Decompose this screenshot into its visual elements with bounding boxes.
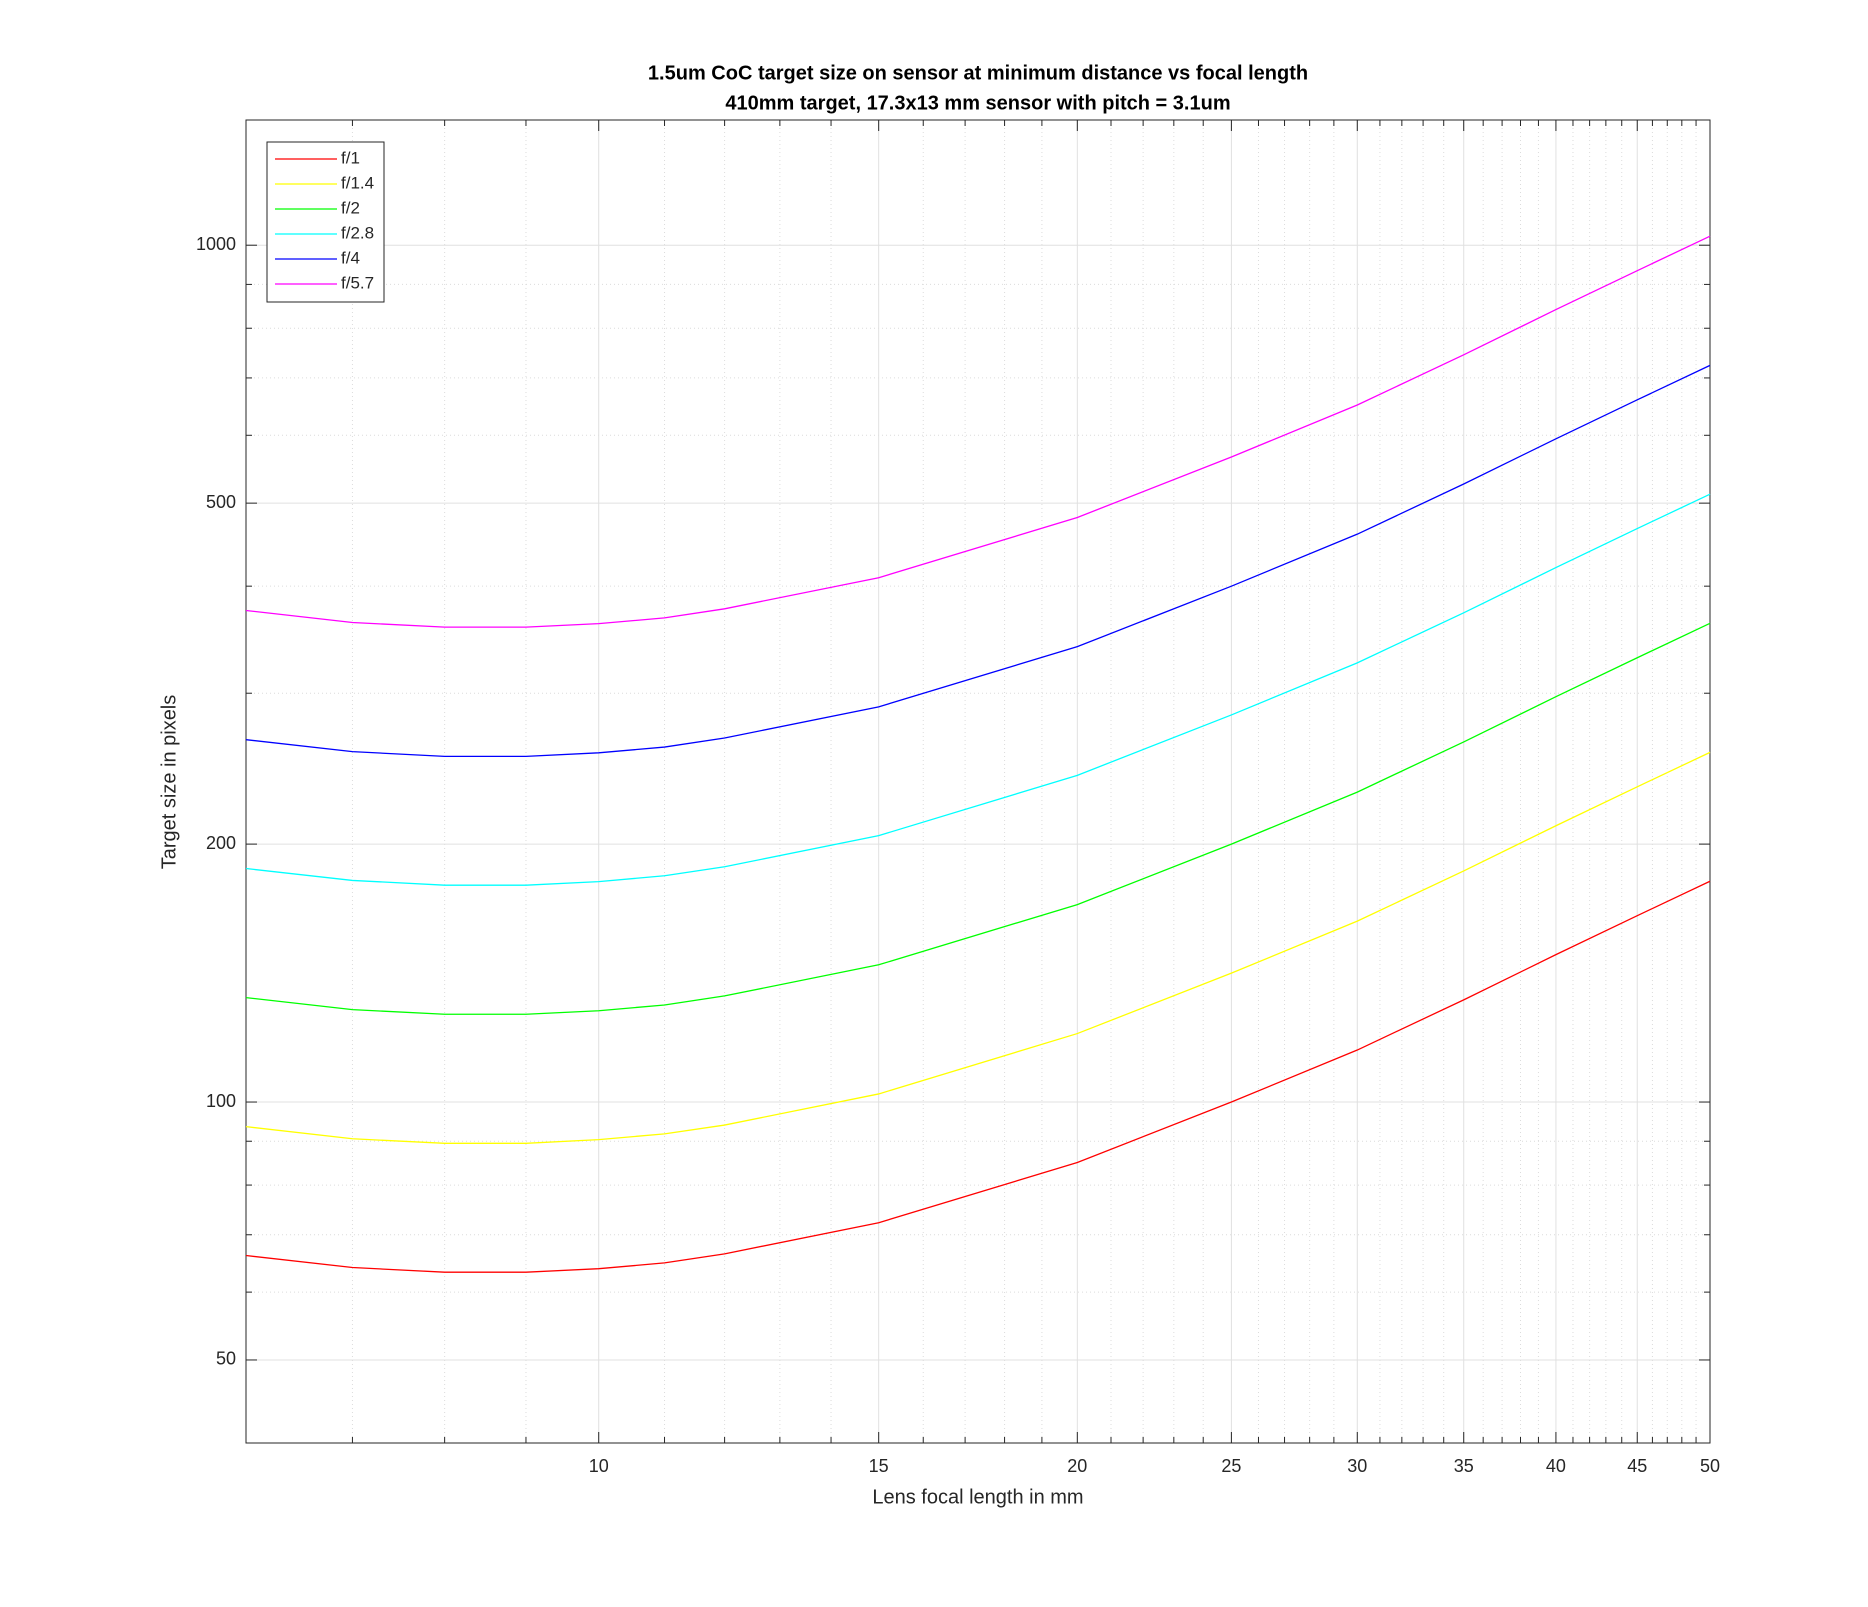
y-tick-label: 100 bbox=[206, 1091, 236, 1111]
chart-subtitle: 410mm target, 17.3x13 mm sensor with pit… bbox=[725, 92, 1230, 114]
y-tick-label: 1000 bbox=[196, 234, 236, 254]
x-tick-label: 30 bbox=[1347, 1456, 1367, 1476]
series-line bbox=[245, 364, 1711, 757]
x-tick-label: 20 bbox=[1067, 1456, 1087, 1476]
x-axis-label: Lens focal length in mm bbox=[872, 1486, 1083, 1508]
y-axis-label: Target size in pixels bbox=[158, 695, 180, 870]
x-tick-label: 35 bbox=[1454, 1456, 1474, 1476]
legend-label: f/4 bbox=[341, 248, 360, 267]
legend-label: f/2 bbox=[341, 198, 360, 217]
series-line bbox=[245, 493, 1711, 886]
chart-title: 1.5um CoC target size on sensor at minim… bbox=[648, 62, 1308, 84]
legend-label: f/2.8 bbox=[341, 223, 374, 242]
plot-area bbox=[246, 120, 1710, 1443]
series-line bbox=[245, 622, 1711, 1015]
x-tick-label: 15 bbox=[869, 1456, 889, 1476]
x-tick-label: 40 bbox=[1546, 1456, 1566, 1476]
legend-label: f/5.7 bbox=[341, 273, 374, 292]
series-line bbox=[245, 235, 1711, 628]
legend-box bbox=[266, 141, 385, 303]
legend-label: f/1.4 bbox=[341, 173, 374, 192]
y-tick-label: 200 bbox=[206, 833, 236, 853]
y-tick-label: 50 bbox=[216, 1349, 236, 1369]
x-tick-label: 50 bbox=[1700, 1456, 1720, 1476]
legend-label: f/1 bbox=[341, 148, 360, 167]
series-line bbox=[245, 880, 1711, 1273]
x-tick-label: 45 bbox=[1627, 1456, 1647, 1476]
axes-box bbox=[245, 119, 1711, 1444]
x-tick-label: 10 bbox=[589, 1456, 609, 1476]
x-tick-label: 25 bbox=[1221, 1456, 1241, 1476]
series-line bbox=[245, 751, 1711, 1144]
y-tick-label: 500 bbox=[206, 492, 236, 512]
